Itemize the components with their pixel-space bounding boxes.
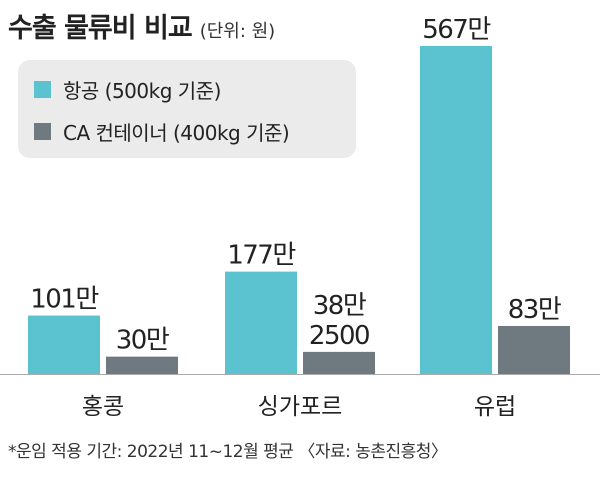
bar xyxy=(498,325,570,374)
legend-item-air: 항공 (500kg 기준) xyxy=(34,74,221,104)
chart-header: 수출 물류비 비교 (단위: 원) xyxy=(8,6,275,45)
data-label: 83만 xyxy=(508,295,561,325)
bar xyxy=(106,356,178,374)
data-label: 30만 xyxy=(116,326,169,356)
legend-label-container: CA 컨테이너 (400kg 기준) xyxy=(63,120,290,145)
legend-swatch-container xyxy=(34,122,51,140)
bar xyxy=(420,46,492,374)
data-label: 177만 xyxy=(227,241,295,271)
chart-title: 수출 물류비 비교 xyxy=(8,13,193,44)
legend-swatch-air xyxy=(34,80,51,98)
bar xyxy=(28,315,100,374)
data-label: 2500 xyxy=(309,321,369,351)
footnote: *운임 적용 기간: 2022년 11~12월 평균 〈자료: 농촌진흥청〉 xyxy=(8,442,448,462)
bar xyxy=(303,351,375,374)
legend: 항공 (500kg 기준) CA 컨테이너 (400kg 기준) xyxy=(18,60,356,158)
x-tick-label: 싱가포르 xyxy=(258,394,343,420)
bar xyxy=(225,271,297,374)
data-label: 567만 xyxy=(422,15,490,45)
legend-item-container: CA 컨테이너 (400kg 기준) xyxy=(34,116,290,146)
x-tick-label: 유럽 xyxy=(474,394,516,420)
unit-label: (단위: 원) xyxy=(199,21,276,42)
x-tick-label: 홍콩 xyxy=(82,394,124,420)
data-label: 101만 xyxy=(30,285,98,315)
legend-label-air: 항공 (500kg 기준) xyxy=(63,78,221,103)
data-label: 38만 xyxy=(313,291,366,321)
